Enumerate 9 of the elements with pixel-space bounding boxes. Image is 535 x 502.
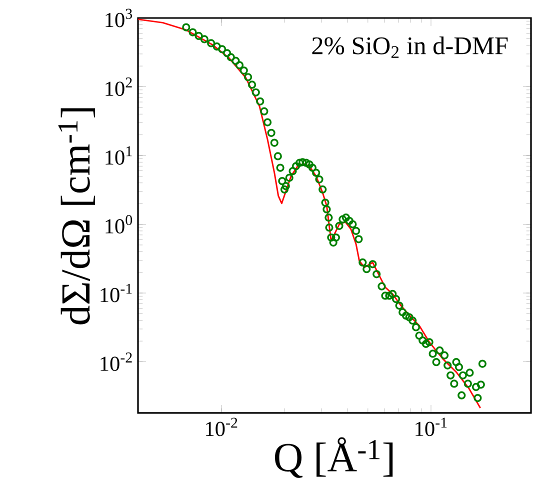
y-tick-label: 10$^{3}$	[106, 8, 132, 28]
y-tick-label: 10$^{0}$	[106, 215, 132, 234]
y-tick-label: 10$^{1}$	[106, 146, 132, 165]
x-axis-title: Q [Å$^{-1}$]	[275, 437, 393, 478]
y-tick-label: 10$^{-1}$	[100, 284, 132, 302]
annotation: 2% SiO$_{2}$ in d-DMF	[312, 36, 508, 58]
y-tick-label: 10$^{2}$	[106, 78, 132, 96]
y-tick-label: 10$^{-2}$	[100, 352, 132, 372]
y-axis-title: dΣ/dΩ [cm$^{-1}$]	[58, 108, 96, 324]
